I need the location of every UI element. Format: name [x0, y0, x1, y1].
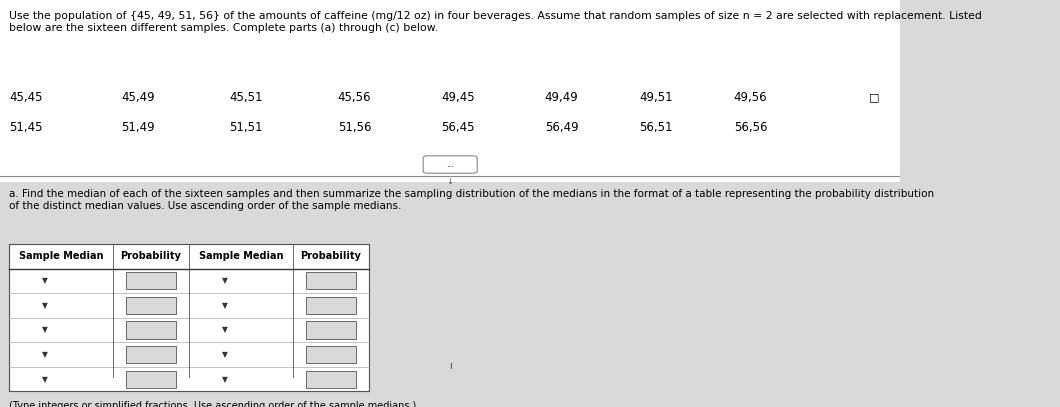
Text: ▼: ▼: [42, 276, 48, 285]
Text: ▼: ▼: [42, 326, 48, 335]
Text: 51,56: 51,56: [338, 121, 371, 134]
Text: ▼: ▼: [42, 350, 48, 359]
FancyBboxPatch shape: [126, 297, 176, 314]
FancyBboxPatch shape: [306, 272, 356, 289]
Text: 49,45: 49,45: [441, 91, 475, 104]
Text: 51,45: 51,45: [8, 121, 42, 134]
FancyBboxPatch shape: [8, 244, 369, 392]
Text: (Type integers or simplified fractions. Use ascending order of the sample median: (Type integers or simplified fractions. …: [8, 401, 417, 407]
Text: 56,49: 56,49: [545, 121, 579, 134]
Text: Use the population of {45, 49, 51, 56} of the amounts of caffeine (mg/12 oz) in : Use the population of {45, 49, 51, 56} o…: [8, 11, 982, 33]
Text: 49,56: 49,56: [734, 91, 767, 104]
Text: a. Find the median of each of the sixteen samples and then summarize the samplin: a. Find the median of each of the sixtee…: [8, 189, 934, 211]
Text: 56,51: 56,51: [639, 121, 673, 134]
Text: □: □: [869, 93, 880, 103]
Text: ı: ı: [448, 361, 452, 371]
Text: Sample Median: Sample Median: [198, 251, 283, 261]
FancyBboxPatch shape: [306, 322, 356, 339]
Text: ▼: ▼: [223, 326, 228, 335]
Text: 51,49: 51,49: [122, 121, 155, 134]
Text: 56,56: 56,56: [734, 121, 767, 134]
Text: ↓: ↓: [446, 177, 454, 186]
Text: ▼: ▼: [223, 301, 228, 310]
Text: Probability: Probability: [121, 251, 181, 261]
Text: ▼: ▼: [42, 374, 48, 384]
FancyBboxPatch shape: [126, 272, 176, 289]
Text: 45,56: 45,56: [338, 91, 371, 104]
FancyBboxPatch shape: [306, 346, 356, 363]
FancyBboxPatch shape: [306, 370, 356, 388]
Text: 45,51: 45,51: [230, 91, 263, 104]
FancyBboxPatch shape: [126, 346, 176, 363]
Text: 56,45: 56,45: [441, 121, 475, 134]
Text: ▼: ▼: [223, 374, 228, 384]
Text: 51,51: 51,51: [230, 121, 263, 134]
Text: Sample Median: Sample Median: [18, 251, 103, 261]
Text: 45,49: 45,49: [122, 91, 155, 104]
Text: ...: ...: [446, 160, 454, 169]
FancyBboxPatch shape: [0, 0, 900, 182]
Text: ▼: ▼: [223, 276, 228, 285]
Text: 49,49: 49,49: [545, 91, 579, 104]
Text: 49,51: 49,51: [639, 91, 673, 104]
FancyBboxPatch shape: [126, 322, 176, 339]
Text: ▼: ▼: [42, 301, 48, 310]
Text: 45,45: 45,45: [8, 91, 42, 104]
FancyBboxPatch shape: [306, 297, 356, 314]
Text: ▼: ▼: [223, 350, 228, 359]
FancyBboxPatch shape: [126, 370, 176, 388]
FancyBboxPatch shape: [423, 156, 477, 173]
Text: Probability: Probability: [300, 251, 361, 261]
